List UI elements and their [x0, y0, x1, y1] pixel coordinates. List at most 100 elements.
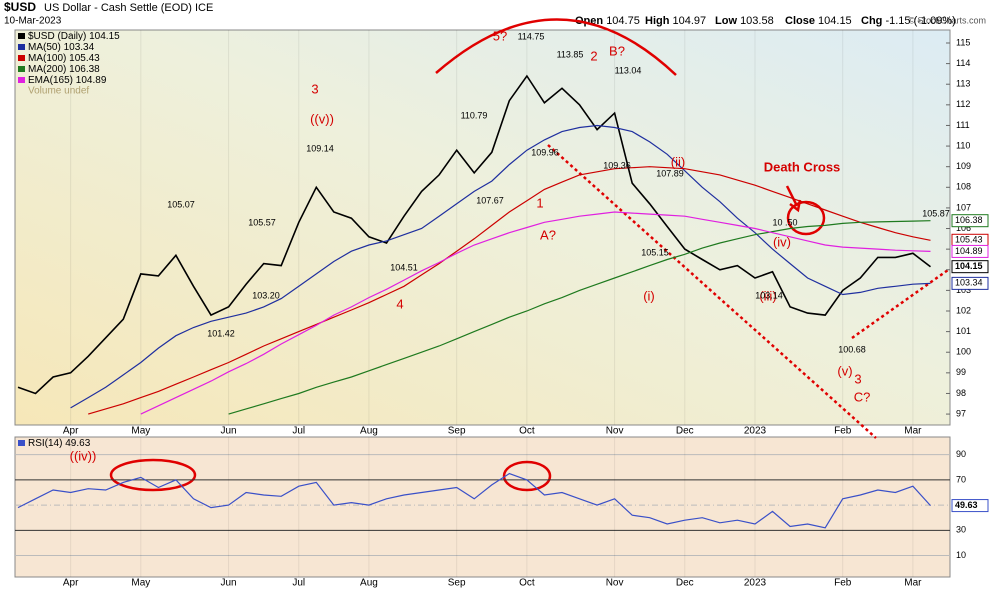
ohlc-label: Close	[785, 15, 815, 27]
price-panel	[14, 29, 951, 426]
legend-entry: MA(50) 103.34	[28, 42, 95, 53]
value-tag-label: 104.89	[955, 246, 983, 256]
annotation: 1	[536, 195, 543, 210]
legend-value: 104.89	[76, 75, 107, 86]
price-label: 114.75	[518, 31, 545, 41]
x-tick-label: Feb	[834, 426, 852, 437]
ohlc-value: 104.75	[606, 15, 640, 27]
price-label: 110.79	[461, 110, 488, 120]
legend-swatch	[18, 55, 25, 61]
value-tag-label: 106.38	[955, 215, 983, 225]
x-tick-label: Jun	[221, 426, 237, 437]
rsi-circle	[109, 458, 197, 492]
price-label: 101.42	[207, 328, 235, 338]
x-tick-label: Aug	[360, 426, 378, 437]
legend-value: 49.63	[65, 438, 90, 449]
ohlc: Open 104.75 High 104.97 Low 103.58 Close 10…	[575, 15, 956, 27]
annotation: 5?	[493, 28, 507, 43]
ohlc-item: High 104.97	[645, 15, 706, 27]
x-tick-label: Sep	[448, 578, 466, 589]
x-tick-label: Sep	[448, 426, 466, 437]
symbol: $USD	[4, 0, 36, 14]
legend-value: 103.34	[64, 42, 95, 53]
ohlc-item: Low 103.58	[715, 15, 774, 27]
title: US Dollar - Cash Settle (EOD) ICE	[44, 2, 213, 14]
ohlc-item: Close 104.15	[785, 15, 852, 27]
legend-value: 106.38	[69, 64, 100, 75]
ohlc-value: 103.58	[740, 15, 774, 27]
annotation: (iv)	[773, 234, 791, 249]
legend-swatch	[18, 77, 25, 83]
y-tick-label: 113	[956, 79, 970, 89]
x-tick-label: 2023	[744, 426, 767, 437]
x-tick-label: Jul	[292, 426, 305, 437]
annotation: (v)	[837, 363, 852, 378]
y-tick-label: 108	[956, 182, 971, 192]
y-tick-label: 110	[956, 140, 970, 150]
price-label: 103.20	[252, 290, 280, 300]
annotation: A?	[540, 227, 556, 242]
legend-name: MA(100)	[28, 53, 66, 64]
x-tick-label: Oct	[519, 426, 535, 437]
legend-swatch	[18, 44, 25, 50]
series-line	[17, 74, 931, 395]
legend-name: $USD (Daily)	[28, 31, 86, 42]
ohlc-label: Low	[715, 15, 737, 27]
x-tick-label: Jul	[292, 578, 305, 589]
change-label: Chg	[861, 15, 882, 27]
price-label: 107.67	[476, 195, 504, 205]
date: 10-Mar-2023	[4, 16, 62, 27]
price-label: 105.57	[248, 217, 276, 227]
y-tick-label: 114	[956, 58, 970, 68]
x-tick-label: Nov	[606, 426, 624, 437]
legend-entry: MA(200) 106.38	[28, 64, 100, 75]
annotation: Death Cross	[764, 159, 841, 174]
ohlc-label: High	[645, 15, 670, 27]
legend-name: RSI(14)	[28, 438, 62, 449]
legend-name: EMA(165)	[28, 75, 73, 86]
price-label: 109.36	[603, 160, 631, 170]
x-tick-label: Mar	[904, 426, 922, 437]
legend-entry: EMA(165) 104.89	[28, 75, 107, 86]
y-tick-label: 109	[956, 161, 971, 171]
x-tick-label: May	[131, 578, 150, 589]
annotation: 4	[396, 296, 403, 311]
y-tick-label: 98	[956, 388, 966, 398]
ohlc-label: Open	[575, 15, 603, 27]
legend-value: 104.15	[89, 31, 120, 42]
price-label: 103.14	[755, 290, 783, 300]
legend-name: MA(200)	[28, 64, 66, 75]
x-tick-label: Jun	[221, 578, 237, 589]
price-label: 113.85	[557, 49, 584, 59]
x-tick-label: Apr	[63, 426, 79, 437]
legend-name: MA(50)	[28, 42, 61, 53]
price-label: 105.07	[167, 199, 195, 209]
y-tick-label: 112	[956, 99, 970, 109]
price-label: 107.89	[656, 168, 684, 178]
x-tick-label: Apr	[63, 578, 79, 589]
x-tick-label: Nov	[606, 578, 624, 589]
ohlc-value: 104.15	[818, 15, 852, 27]
change-pct: (-1.09%)	[914, 15, 956, 27]
legend-swatch	[18, 33, 25, 39]
legend-value: 105.43	[69, 53, 100, 64]
rsi-circle	[502, 460, 552, 492]
annotation: ((v))	[310, 111, 334, 126]
value-tag	[951, 260, 989, 274]
value-tag-label: 105.43	[955, 235, 983, 245]
value-tag-label: 49.63	[955, 500, 978, 510]
y-tick-label: 70	[956, 474, 966, 484]
price-label: 105.15	[641, 247, 669, 257]
series-line	[70, 124, 931, 409]
series-line	[228, 220, 931, 415]
legend-entry: $USD (Daily) 104.15	[28, 31, 120, 42]
value-tag	[951, 244, 989, 258]
price-label: 104.51	[390, 262, 418, 272]
drawings	[109, 18, 949, 492]
y-tick-label: 101	[956, 326, 971, 336]
price-label: 10 .50	[772, 217, 797, 227]
y-tick-label: 106	[956, 223, 971, 233]
x-tick-label: Aug	[360, 578, 378, 589]
